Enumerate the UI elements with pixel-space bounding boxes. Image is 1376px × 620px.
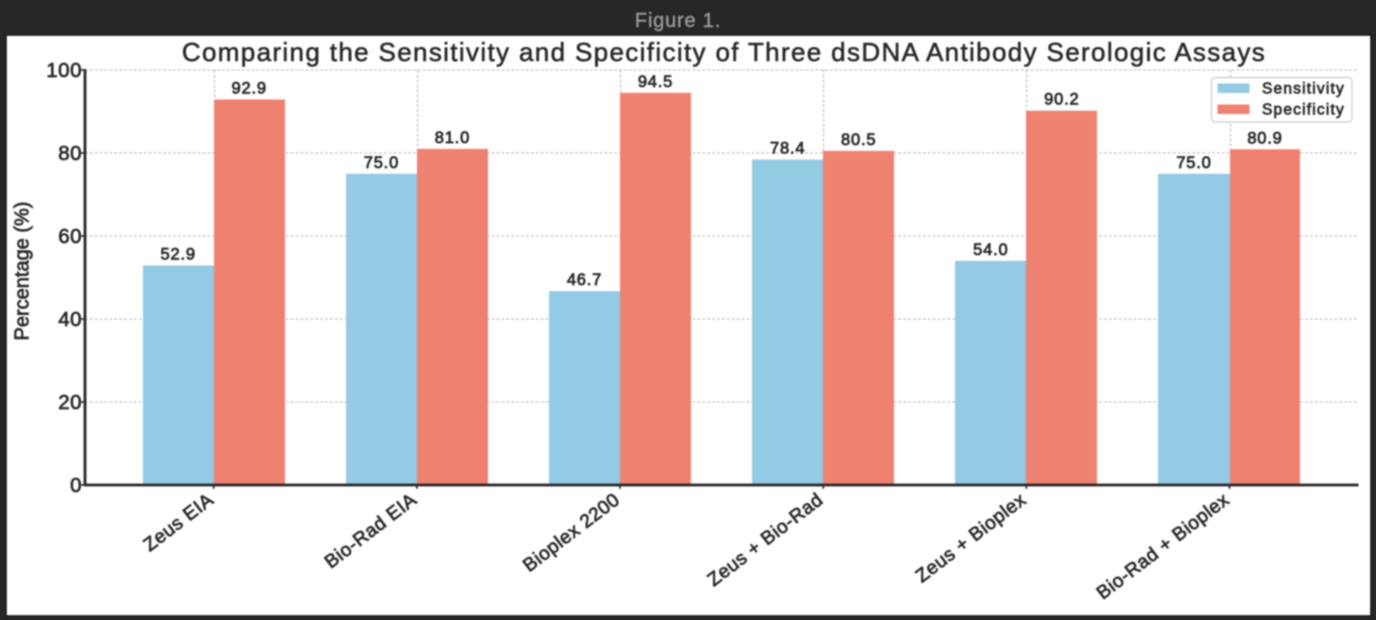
svg-text:Figure 1.: Figure 1. [635, 10, 721, 32]
svg-text:Sensitivity: Sensitivity [1262, 81, 1345, 98]
svg-text:81.0: 81.0 [435, 129, 470, 147]
svg-text:52.9: 52.9 [161, 246, 196, 264]
svg-text:20: 20 [58, 391, 82, 414]
svg-text:80.9: 80.9 [1247, 129, 1282, 147]
svg-text:78.4: 78.4 [770, 140, 805, 158]
svg-text:90.2: 90.2 [1044, 91, 1079, 109]
svg-text:54.0: 54.0 [973, 241, 1008, 259]
svg-text:60: 60 [58, 225, 82, 248]
svg-text:40: 40 [58, 308, 82, 331]
svg-text:92.9: 92.9 [232, 80, 267, 98]
svg-text:Specificity: Specificity [1262, 102, 1345, 119]
svg-text:80: 80 [58, 142, 82, 165]
svg-text:94.5: 94.5 [638, 73, 673, 91]
svg-text:0: 0 [70, 474, 82, 497]
svg-text:100: 100 [46, 59, 82, 82]
svg-text:75.0: 75.0 [364, 154, 399, 172]
svg-text:46.7: 46.7 [567, 271, 602, 289]
svg-text:75.0: 75.0 [1176, 154, 1211, 172]
svg-text:Percentage (%): Percentage (%) [12, 202, 34, 341]
svg-text:Comparing the Sensitivity and: Comparing the Sensitivity and Specificit… [182, 37, 1266, 67]
svg-text:80.5: 80.5 [841, 131, 876, 149]
